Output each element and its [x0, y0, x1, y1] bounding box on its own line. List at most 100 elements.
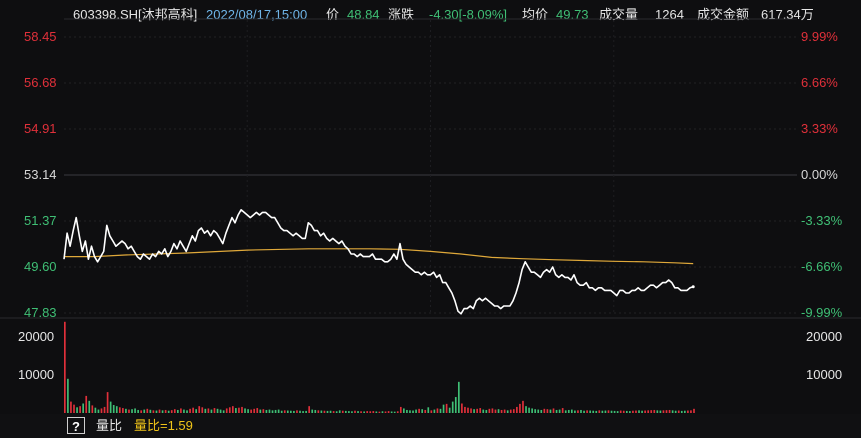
volume-bar [348, 411, 350, 413]
volume-bar [677, 410, 680, 413]
volume-bar [399, 406, 402, 413]
volume-bar [476, 408, 478, 413]
volume-bar [516, 406, 518, 413]
volume-bar [619, 410, 622, 413]
right-axis-tick-label: 3.33% [801, 121, 838, 136]
left-axis-tick-label: 56.68 [24, 75, 57, 90]
volume-bar [494, 409, 497, 413]
volume-bar [509, 409, 512, 413]
volume-bar [262, 409, 265, 413]
volume-bar [684, 410, 686, 413]
help-icon[interactable]: ? [67, 417, 85, 434]
volume-bar [317, 410, 320, 413]
volume-bar [164, 409, 167, 413]
volume-bar [268, 409, 271, 413]
volume-bar [338, 410, 341, 413]
volume-bar [653, 409, 656, 413]
volume-bar [280, 410, 283, 413]
volume-bar [412, 410, 414, 413]
volume-bar [485, 409, 488, 413]
volume-bar [604, 410, 607, 413]
change-value: -4.30[-8.09%] [429, 7, 508, 22]
volume-bar [433, 409, 436, 413]
volume-bar [610, 410, 613, 413]
volume-bar [79, 406, 81, 413]
volume-bar [146, 408, 149, 413]
intraday-chart[interactable]: 58.45 9.99% 56.68 6.66% 54.91 3.33% 53.14 0.00%… [0, 0, 861, 414]
volume-bar [528, 407, 530, 413]
volume-bar [241, 406, 243, 413]
volume-bar [674, 410, 677, 413]
volume-bar [570, 409, 573, 413]
volume-bar [592, 410, 595, 413]
volume-bar [436, 408, 439, 413]
volume-bar [85, 395, 88, 413]
volume-bar [125, 408, 127, 413]
volume-bar [335, 411, 338, 413]
volume-bar [522, 400, 524, 413]
volume-bar [180, 408, 182, 413]
volume-bar [378, 411, 381, 413]
volume-bar [665, 410, 668, 413]
volume-bar [103, 406, 106, 413]
volume-bar [690, 410, 692, 413]
volume-bar [363, 411, 365, 413]
volume-bar [403, 408, 405, 413]
volume-bar [216, 408, 219, 413]
volume-bar [537, 409, 540, 413]
volume-bar [329, 410, 332, 413]
volume-bar [210, 409, 213, 413]
volume-bar [155, 410, 158, 413]
volume-bar [161, 410, 164, 413]
left-axis-tick-label: 47.83 [24, 305, 57, 320]
volume-bar [302, 411, 304, 413]
volume-label: 成交量 [599, 7, 639, 22]
indicator-bar: ? 量比 量比=1.59 [0, 414, 861, 438]
volume-bar [225, 408, 228, 413]
left-axis-tick-label: 58.45 [24, 29, 57, 44]
volume-bar [201, 407, 204, 413]
volume-bar [580, 409, 582, 413]
right-axis-tick-label: -3.33% [801, 213, 843, 228]
volume-bar [506, 410, 509, 413]
volume-bar [595, 410, 598, 413]
volume-bar [198, 406, 201, 413]
volume-bar [106, 392, 109, 413]
volume-bar [421, 409, 424, 413]
volume-bar [167, 410, 170, 413]
volume-bar [351, 411, 353, 413]
volume-bar [204, 408, 207, 413]
volume-bar [482, 409, 485, 413]
volume-bar [82, 403, 85, 413]
volume-bar [613, 410, 616, 413]
stock-symbol[interactable]: 603398.SH[沐邦高科] [73, 7, 198, 22]
left-axis-tick-label: 51.37 [24, 213, 57, 228]
volume-bar [357, 411, 359, 413]
volume-bar [393, 411, 396, 413]
left-axis-tick-label: 54.91 [24, 121, 57, 136]
volume-bar [479, 408, 482, 413]
volume-bar [360, 411, 362, 413]
volume-bar [381, 411, 384, 413]
volume-bar [525, 406, 527, 413]
volume-bar [616, 411, 619, 413]
volume-bar [94, 407, 97, 413]
volume-ratio-label[interactable]: 量比 [96, 418, 123, 433]
volume-bar [277, 409, 280, 413]
volume-bar [293, 410, 295, 413]
volume-bar [457, 381, 460, 413]
volume-bar [680, 410, 683, 413]
volume-bar [369, 411, 372, 413]
right-axis-tick-label: -6.66% [801, 259, 843, 274]
volume-bar [387, 411, 390, 413]
volume-bar [531, 408, 533, 413]
volume-axis-tick-label-right: 10000 [806, 367, 842, 382]
volume-axis-tick-label: 20000 [18, 329, 54, 344]
volume-bar [259, 409, 262, 413]
volume-bar [558, 409, 561, 413]
volume-bar [473, 409, 475, 413]
volume-bar [439, 408, 442, 413]
volume-bar [332, 411, 335, 413]
volume-bar [256, 408, 259, 413]
volume-bar [687, 410, 689, 413]
